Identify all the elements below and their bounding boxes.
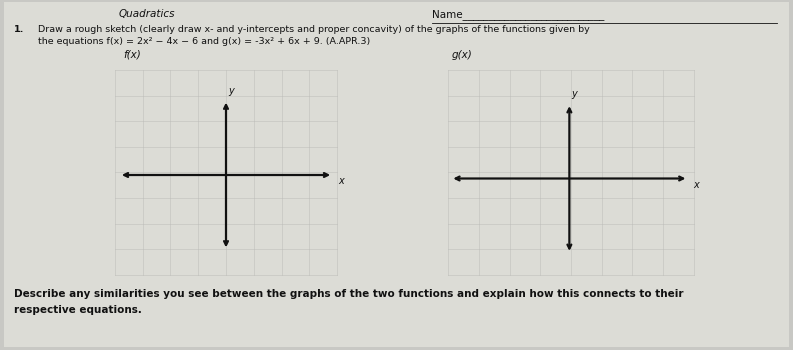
Text: respective equations.: respective equations.: [14, 305, 142, 315]
Text: x: x: [338, 176, 344, 186]
FancyBboxPatch shape: [4, 2, 789, 346]
Text: y: y: [571, 89, 577, 99]
Text: f(x): f(x): [123, 50, 140, 60]
Text: g(x): g(x): [452, 50, 473, 60]
Text: Describe any similarities you see between the graphs of the two functions and ex: Describe any similarities you see betwee…: [14, 289, 684, 299]
Text: y: y: [228, 85, 234, 96]
Text: 1.: 1.: [14, 25, 25, 34]
Text: x: x: [693, 180, 699, 190]
Text: Quadratics: Quadratics: [118, 9, 175, 19]
Text: the equations f(x) = 2x² − 4x − 6 and g(x) = -3x² + 6x + 9. (A.APR.3): the equations f(x) = 2x² − 4x − 6 and g(…: [38, 37, 370, 47]
Text: Draw a rough sketch (clearly draw x- and y-intercepts and proper concavity) of t: Draw a rough sketch (clearly draw x- and…: [38, 25, 590, 34]
Text: Name___________________________: Name___________________________: [432, 9, 604, 20]
